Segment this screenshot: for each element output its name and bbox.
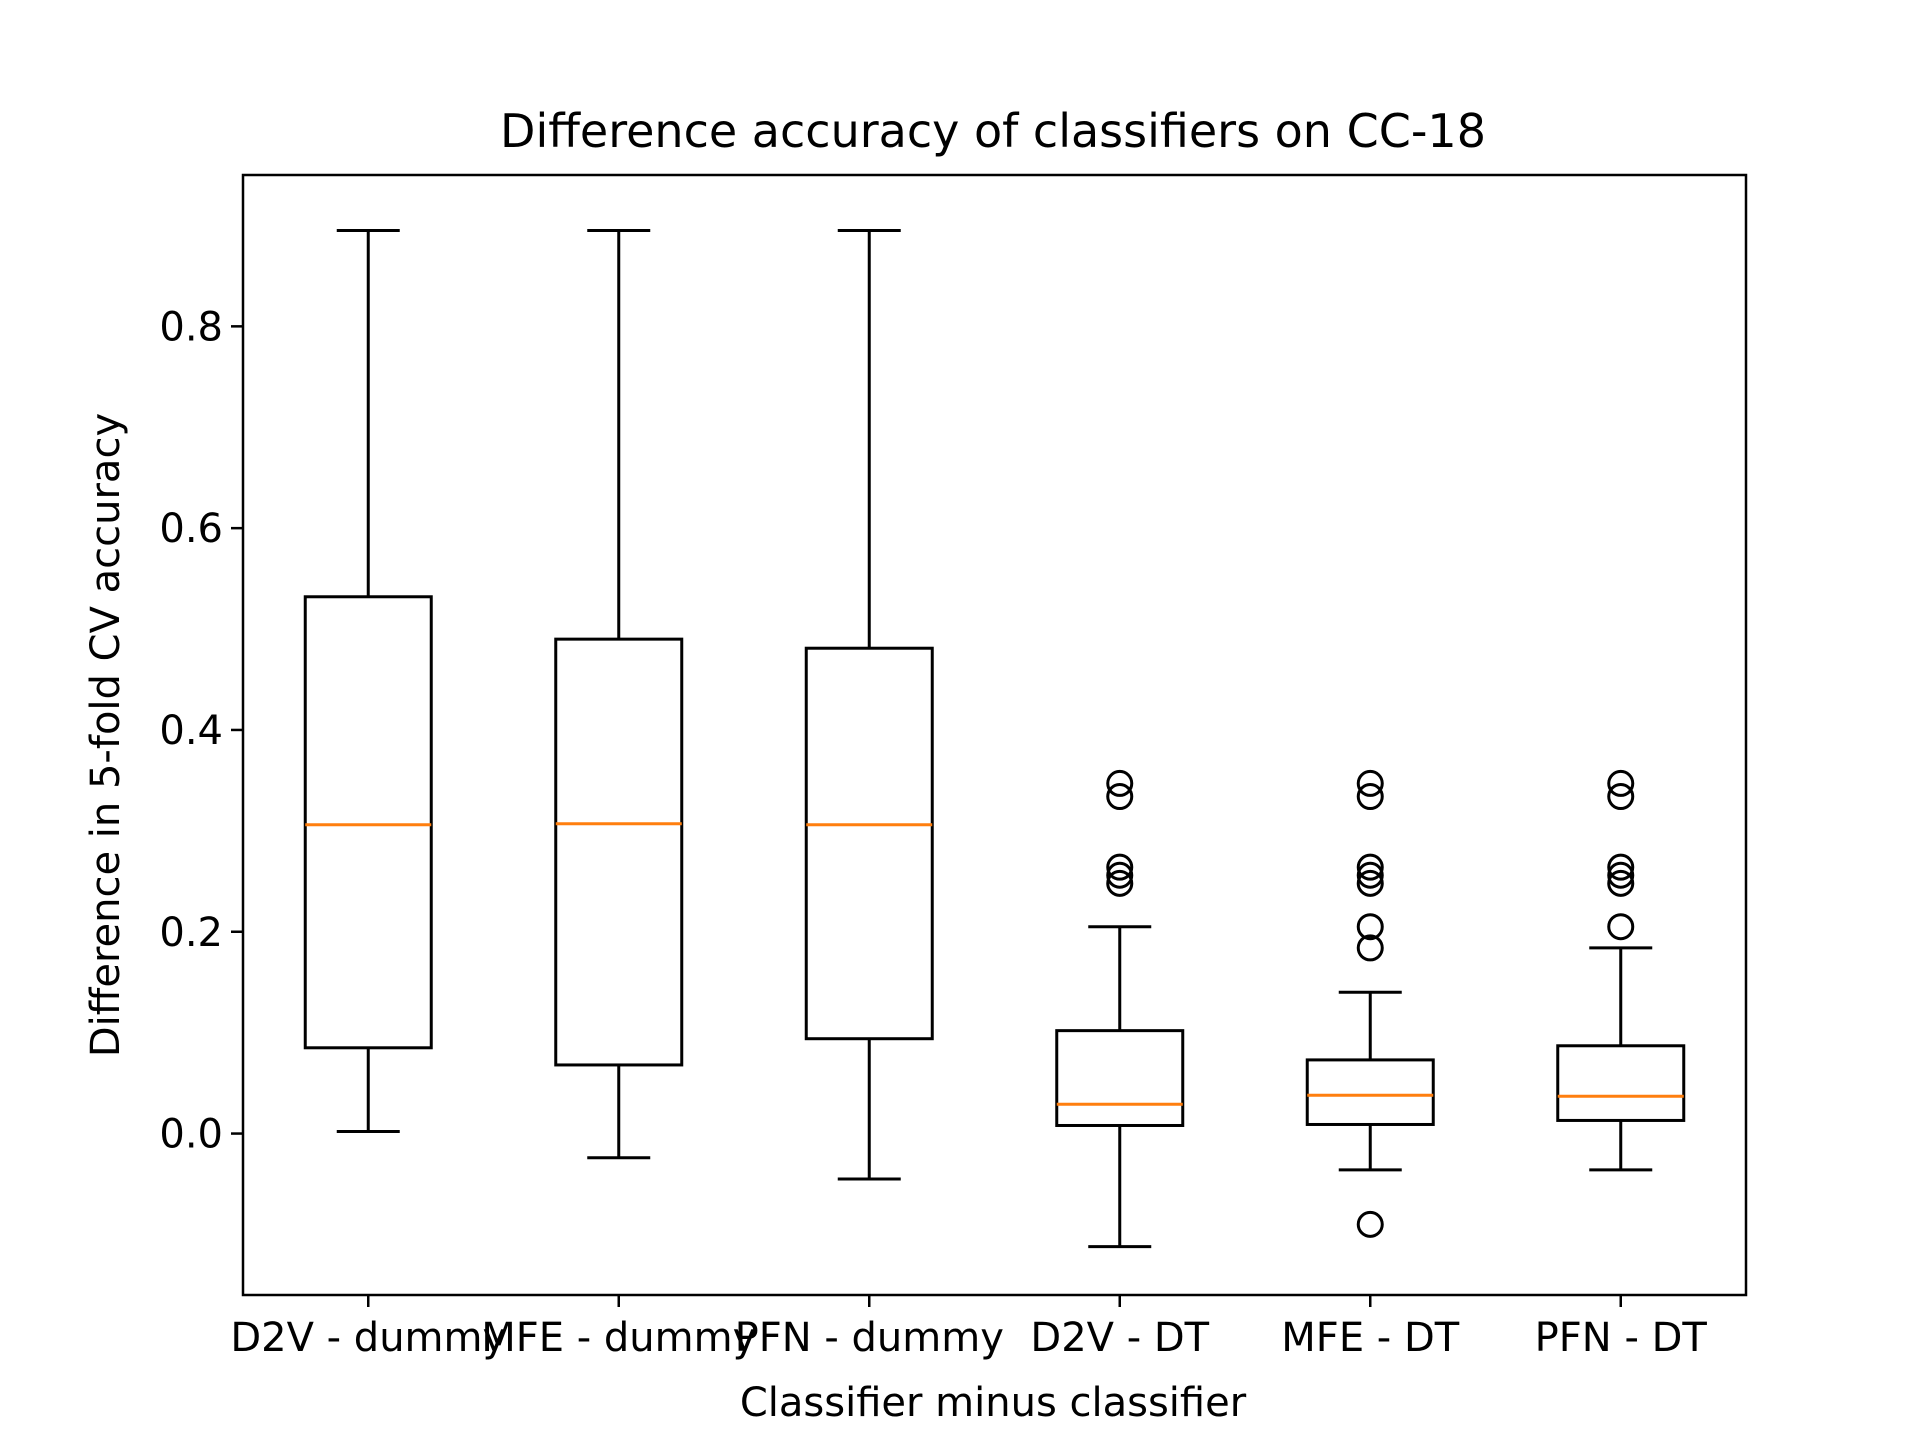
outlier-point [1356,783,1384,811]
outlier-point [1607,861,1635,889]
x-tick-label: MFE - dummy [481,1315,756,1361]
y-tick-label: 0.0 [159,1112,223,1158]
iqr-box [1055,1029,1185,1127]
y-tick-label: 0.2 [159,910,223,956]
outlier-point [1106,769,1134,797]
outlier-point [1106,853,1134,881]
outlier-point [1356,853,1384,881]
outlier-point [1356,769,1384,797]
box-series [303,228,1686,1249]
chart-title: Difference accuracy of classifiers on CC… [500,104,1486,158]
outlier-point [1106,783,1134,811]
y-tick-label: 0.6 [159,506,223,552]
y-tick-label: 0.8 [159,304,223,350]
plot-area [241,173,1748,1297]
outlier-point [1607,783,1635,811]
x-axis-label: Classifier minus classifier [740,1380,1247,1426]
box-group [804,228,934,1181]
box-group [303,228,433,1134]
iqr-box [804,646,934,1041]
outlier-point [1356,913,1384,941]
outlier-point [1106,861,1134,889]
iqr-box [554,637,684,1067]
outlier-point [1356,861,1384,889]
box-group [1305,769,1435,1238]
x-tick-label: PFN - DT [1535,1315,1708,1361]
outlier-point [1356,869,1384,897]
outlier-point [1607,869,1635,897]
outlier-point [1356,1210,1384,1238]
x-tick-label: D2V - DT [1030,1315,1209,1361]
x-tick-label: MFE - DT [1281,1315,1459,1361]
box-group [1556,769,1686,1172]
y-axis: 0.0 0.2 0.4 0.6 0.8 [159,304,243,1158]
outlier-point [1607,853,1635,881]
iqr-box [1305,1058,1435,1126]
iqr-box [303,595,433,1050]
outlier-point [1356,934,1384,962]
outlier-point [1106,869,1134,897]
x-tick-label: PFN - dummy [735,1315,1004,1361]
y-tick-label: 0.4 [159,708,223,754]
outlier-point [1607,769,1635,797]
y-axis-label: Difference in 5-fold CV accuracy [83,413,129,1057]
outlier-point [1607,913,1635,941]
x-tick-label: D2V - dummy [230,1315,506,1361]
iqr-box [1556,1044,1686,1122]
box-group [554,228,684,1160]
box-group [1055,769,1185,1249]
